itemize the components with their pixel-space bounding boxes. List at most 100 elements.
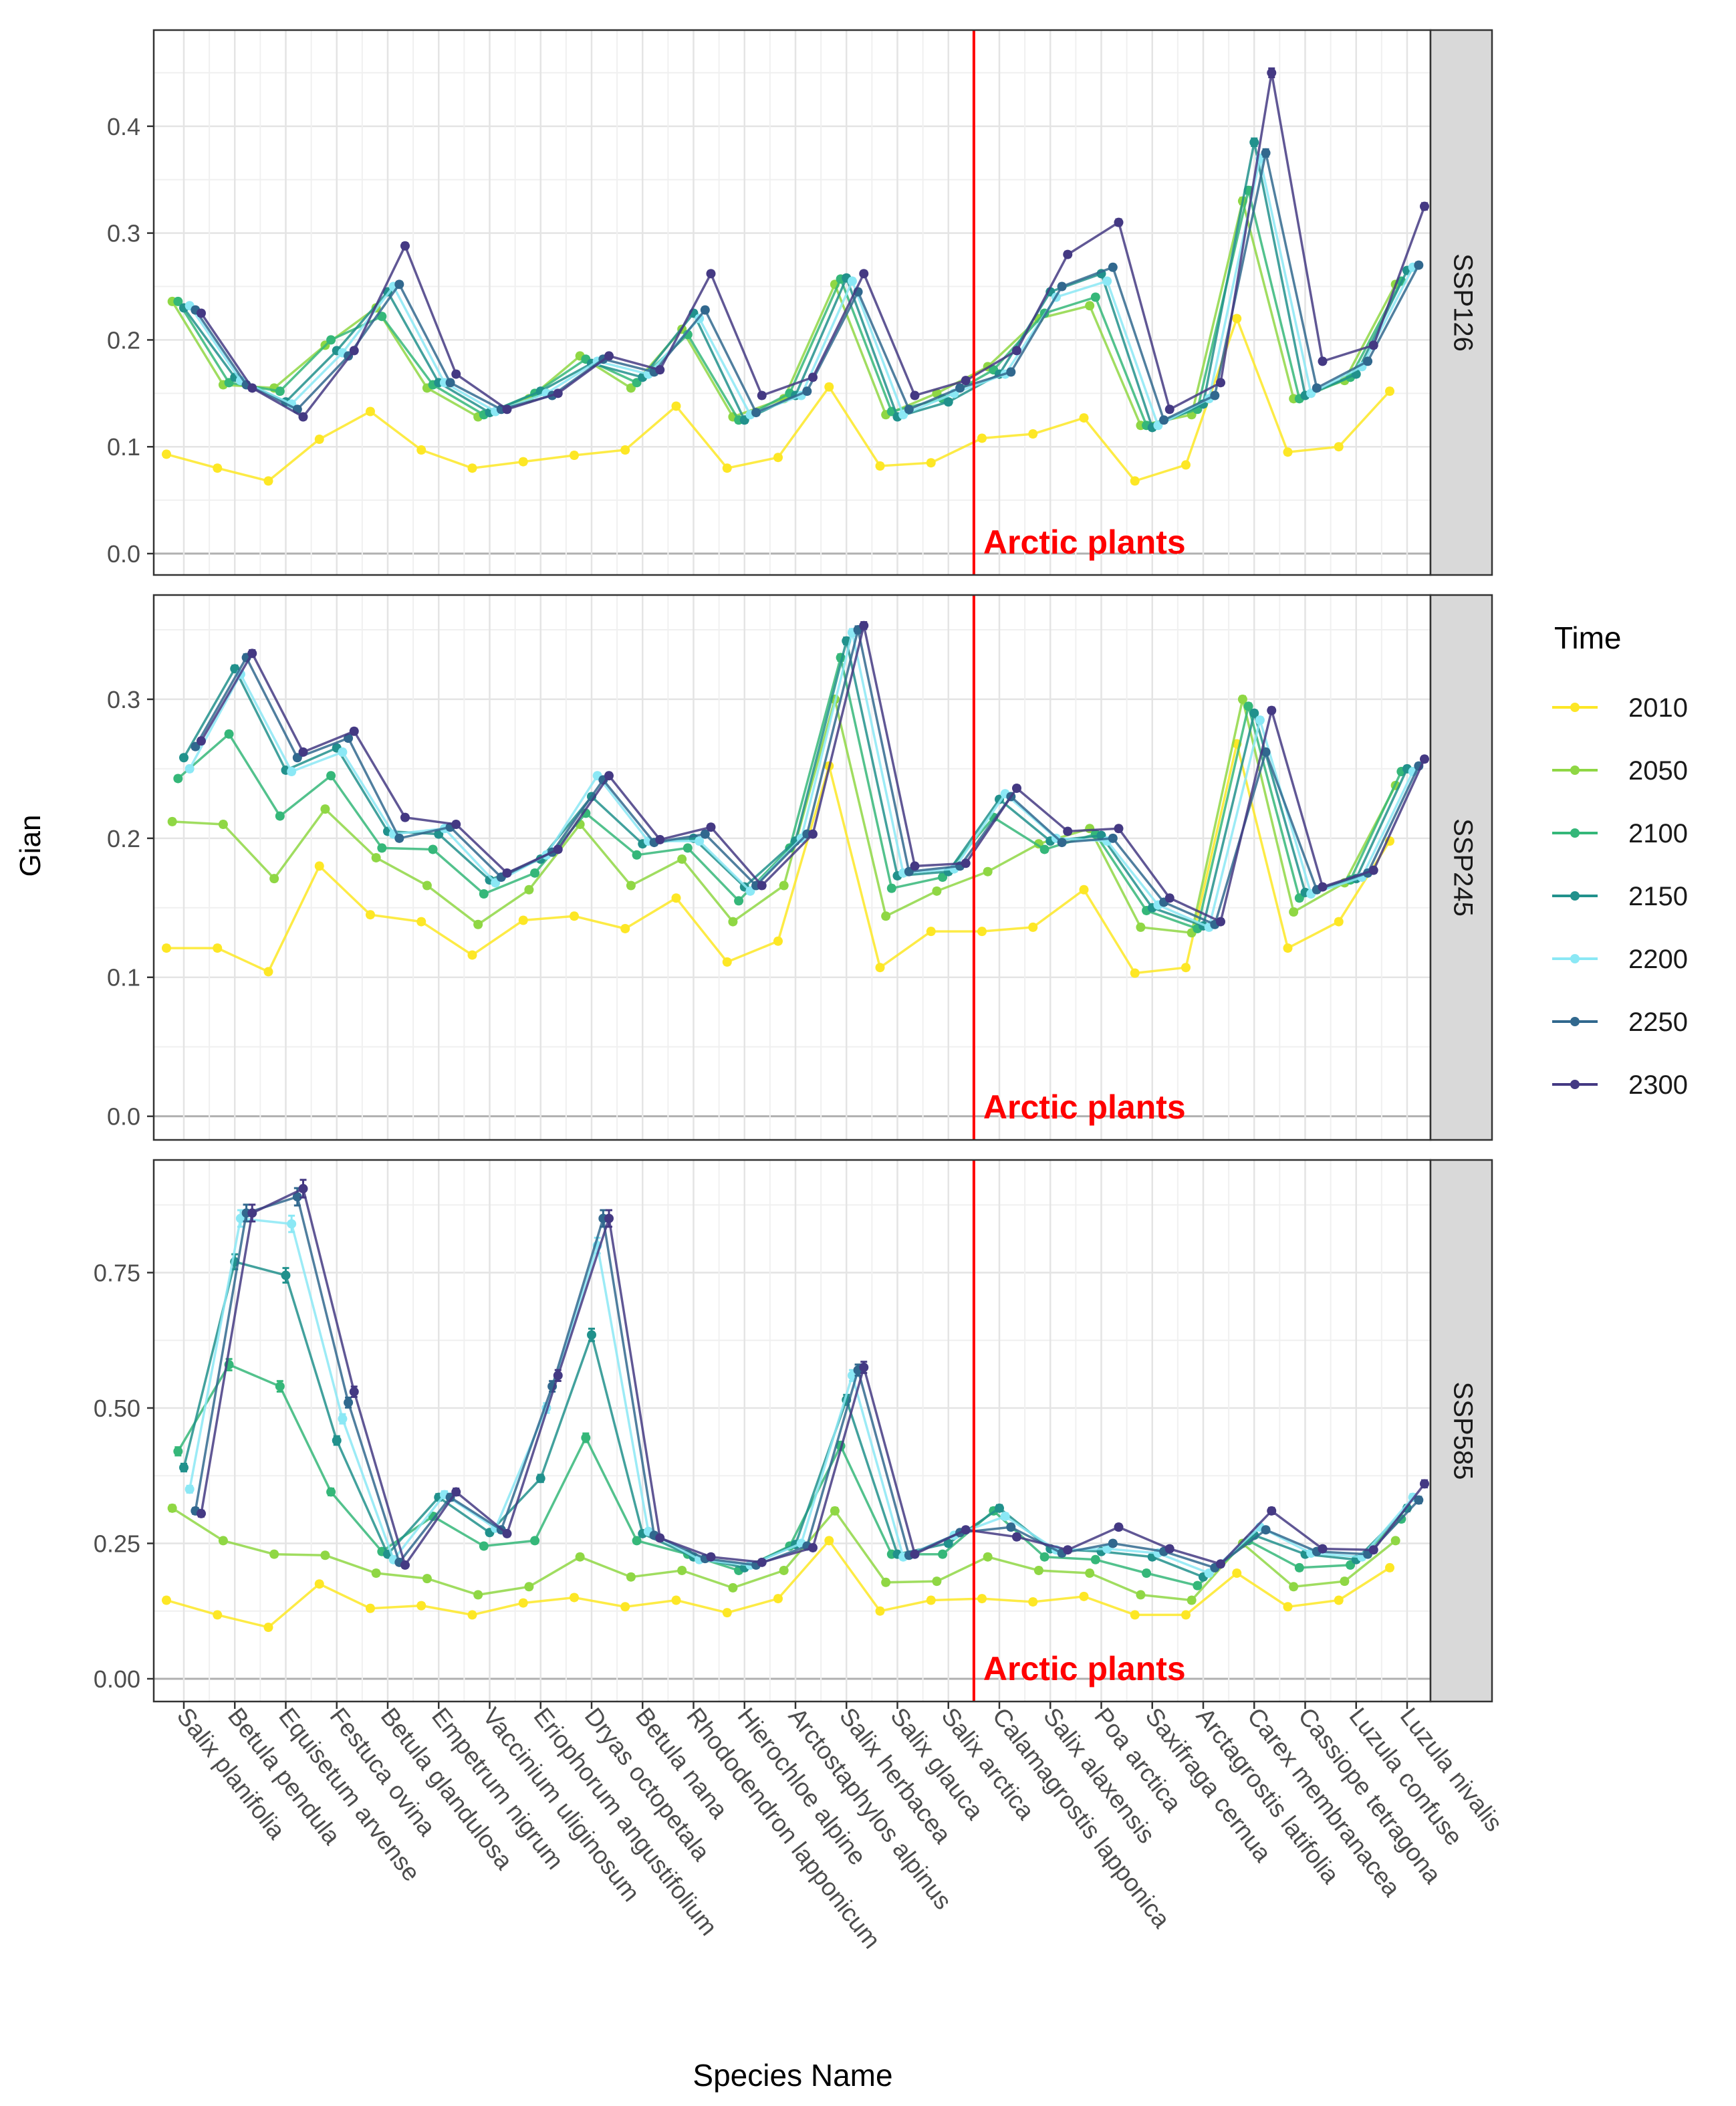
facet-strip (1429, 1159, 1493, 1703)
data-point (366, 406, 375, 417)
data-point (926, 458, 936, 468)
data-point (632, 1536, 642, 1546)
data-point (197, 736, 206, 746)
data-point (1334, 442, 1344, 452)
data-point (1090, 1554, 1100, 1564)
data-point (1267, 68, 1277, 78)
data-point (184, 764, 195, 774)
data-point (167, 816, 177, 826)
data-point (524, 1582, 534, 1592)
data-point (1232, 1568, 1242, 1578)
data-point (422, 881, 432, 891)
data-point (943, 397, 953, 407)
data-point (1385, 1562, 1394, 1572)
data-point (655, 834, 665, 844)
data-point (1130, 1610, 1140, 1620)
data-point (695, 836, 705, 846)
data-point (1420, 201, 1429, 211)
data-point (886, 883, 896, 893)
y-tick-label: 0.2 (107, 825, 140, 852)
data-point (422, 1574, 432, 1584)
data-point (1090, 292, 1100, 302)
data-point (1063, 826, 1073, 836)
data-point (620, 1602, 630, 1612)
data-point (298, 1183, 308, 1193)
data-point (377, 843, 387, 853)
series-group (162, 67, 1429, 486)
data-point (1289, 1582, 1299, 1592)
data-point (904, 866, 914, 876)
data-point (875, 963, 885, 973)
data-point (400, 812, 410, 822)
data-point (281, 1270, 291, 1280)
data-point (779, 881, 789, 891)
data-point (292, 1192, 302, 1202)
data-point (808, 372, 818, 382)
data-point (1294, 893, 1304, 903)
panel-background (154, 30, 1431, 575)
data-point (620, 923, 630, 933)
data-point (575, 1552, 585, 1562)
data-point (1039, 844, 1049, 854)
data-point (655, 365, 665, 375)
data-point (326, 771, 336, 781)
y-tick-label: 0.0 (107, 540, 140, 568)
data-point (173, 774, 183, 784)
legend-key-point (1570, 766, 1580, 775)
data-point (213, 1610, 223, 1620)
series-group (162, 1179, 1429, 1633)
data-point (932, 886, 942, 896)
data-point (1136, 1590, 1146, 1600)
data-point (1334, 1595, 1344, 1605)
data-point (247, 649, 257, 659)
legend-label: 2050 (1628, 756, 1688, 786)
data-point (479, 889, 489, 899)
data-point (1108, 262, 1118, 272)
y-tick-label: 0.3 (107, 220, 140, 247)
panel-ssp585: 0.00 0.25 0.50 0.75 Arctic plants SSP585 (94, 1159, 1493, 1703)
data-point (961, 858, 971, 868)
data-point (1249, 708, 1259, 718)
legend-key-point (1570, 703, 1580, 712)
facet-label: SSP585 (1448, 1382, 1477, 1480)
data-point (757, 881, 767, 891)
data-point (706, 822, 716, 832)
data-point (706, 1552, 716, 1562)
data-point (275, 1381, 285, 1391)
data-point (269, 874, 279, 884)
data-point (524, 885, 534, 895)
data-point (1414, 1495, 1424, 1505)
data-point (757, 390, 767, 400)
data-point (1028, 922, 1038, 932)
data-point (751, 408, 761, 418)
data-point (1267, 1506, 1277, 1516)
data-point (581, 1433, 591, 1443)
data-point (1318, 356, 1328, 366)
data-point (263, 967, 273, 977)
data-point (320, 804, 330, 814)
facet-label: SSP245 (1448, 818, 1477, 917)
data-point (213, 463, 223, 473)
arctic-plants-annotation: Arctic plants (983, 1650, 1186, 1687)
data-point (655, 1533, 665, 1543)
data-point (1385, 386, 1394, 396)
legend-label: 2250 (1628, 1008, 1688, 1037)
data-point (553, 1371, 563, 1381)
data-point (1210, 390, 1220, 400)
data-point (326, 335, 336, 345)
legend-label: 2200 (1628, 945, 1688, 974)
data-point (1164, 1544, 1174, 1554)
data-point (983, 1552, 993, 1562)
data-point (875, 461, 885, 471)
data-point (416, 445, 426, 455)
data-point (1114, 217, 1124, 227)
data-point (977, 927, 987, 937)
data-point (1420, 754, 1429, 764)
data-point (1390, 1536, 1400, 1546)
data-point (779, 1565, 789, 1575)
data-point (332, 1435, 342, 1445)
data-point (184, 1484, 195, 1494)
data-point (1063, 249, 1073, 259)
data-point (1283, 1602, 1293, 1612)
